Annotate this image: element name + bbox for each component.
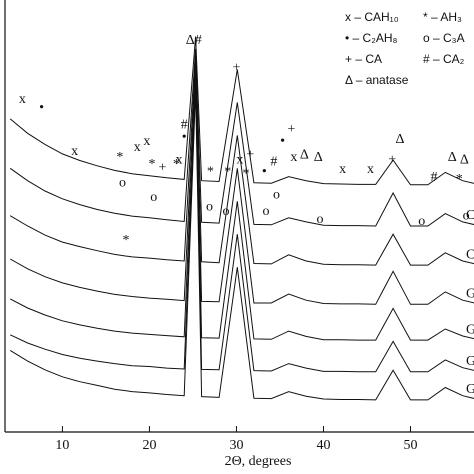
peak-marker: Δ	[300, 147, 309, 162]
trace-label: G	[466, 322, 474, 337]
key-entry: Δ – anatase	[345, 73, 409, 87]
x-tick-label: 40	[316, 438, 330, 453]
x-tick-label: 10	[55, 438, 69, 453]
key-entry: * – AH₃	[423, 10, 462, 24]
peak-marker: #	[181, 117, 188, 132]
xrd-trace	[9, 57, 474, 266]
peak-marker: x	[71, 144, 78, 159]
peak-marker: Δ	[460, 152, 469, 167]
trace-label: G	[466, 286, 474, 301]
peak-marker: o	[150, 190, 157, 205]
peak-marker: •	[280, 134, 285, 149]
peak-marker: •	[39, 100, 44, 115]
peak-marker: #	[270, 154, 277, 169]
peak-marker: x	[290, 150, 297, 165]
xrd-trace	[9, 81, 474, 373]
peak-marker: +	[388, 152, 396, 167]
peak-marker: x	[134, 140, 141, 155]
xrd-trace	[9, 73, 474, 341]
peak-marker: *	[456, 172, 463, 187]
peak-marker: #	[430, 170, 437, 185]
peak-marker: *	[243, 166, 250, 181]
peak-marker: x	[367, 162, 374, 177]
xrd-trace	[9, 48, 474, 227]
key-entry: o – C₃A	[423, 31, 465, 45]
peak-marker: *	[207, 165, 214, 180]
peak-marker: *	[122, 233, 129, 248]
peak-marker: Δ#	[186, 33, 202, 48]
peak-marker: o	[463, 208, 470, 223]
peak-marker: x	[19, 92, 26, 107]
peak-marker: o	[418, 214, 425, 229]
xrd-trace	[9, 36, 474, 186]
peak-marker: *	[173, 157, 180, 172]
key-entry: # – CA₂	[423, 52, 465, 66]
peak-marker: Δ	[396, 132, 405, 147]
peak-marker: o	[223, 204, 230, 219]
peak-marker: x	[236, 152, 243, 167]
trace-label: G	[466, 354, 474, 369]
x-axis-label: 2Θ, degrees	[225, 454, 292, 469]
peak-marker: *	[149, 157, 156, 172]
peak-marker: x	[143, 134, 150, 149]
peak-marker: x	[339, 162, 346, 177]
xrd-trace	[9, 65, 474, 305]
peak-marker: +	[246, 147, 254, 162]
peak-marker: o	[273, 187, 280, 202]
peak-marker: •	[262, 165, 267, 180]
peak-marker: Δ	[448, 150, 457, 165]
key-entry: • – C₂AH₈	[345, 31, 398, 45]
peak-marker: o	[206, 199, 213, 214]
x-tick-label: 50	[403, 438, 417, 453]
key-entry: x – CAH₁₀	[345, 10, 399, 24]
peak-marker: x	[176, 152, 183, 167]
peak-marker: +	[287, 122, 295, 137]
key-entry: + – CA	[345, 52, 382, 66]
peak-marker: o	[263, 204, 270, 219]
peak-marker: •	[182, 130, 187, 145]
x-tick-label: 20	[142, 438, 156, 453]
x-tick-label: 30	[229, 438, 243, 453]
peak-marker: Δ	[314, 150, 323, 165]
peak-marker: *	[116, 150, 123, 165]
trace-label: G	[466, 382, 474, 397]
peak-marker: o	[316, 212, 323, 227]
peak-marker: *	[224, 165, 231, 180]
peak-marker: +	[159, 161, 167, 176]
xrd-trace	[9, 89, 474, 401]
peak-marker: o	[119, 175, 126, 190]
peak-marker: +	[233, 60, 241, 75]
trace-label: C	[466, 208, 474, 223]
trace-label: C	[466, 247, 474, 262]
